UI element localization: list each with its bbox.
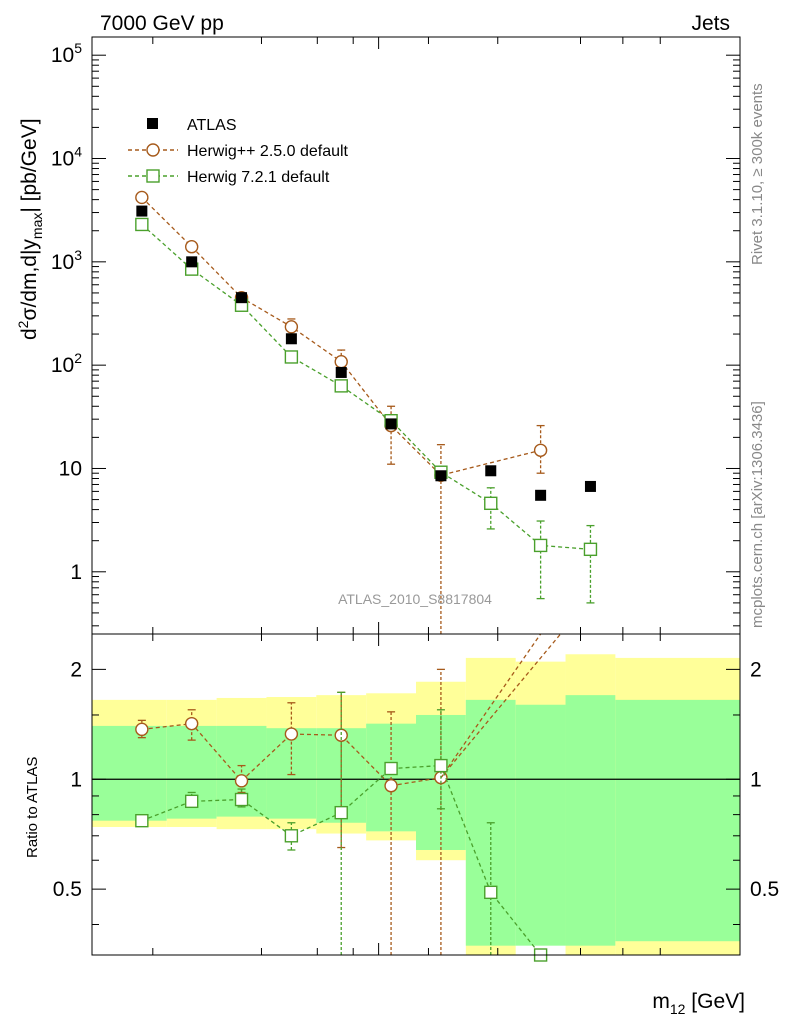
- atlas-main-point: [136, 205, 148, 217]
- ylabel-mid: σ/dm,d|y: [18, 239, 41, 321]
- herwigpp-main-point: [284, 320, 299, 334]
- band-inner: [615, 699, 740, 942]
- band-inner: [565, 695, 616, 946]
- atlas-main-point: [285, 333, 297, 345]
- y-tick-label-ratio-right: 1: [750, 768, 762, 791]
- y-tick-label-main: 1: [70, 561, 82, 584]
- y-tick-label-ratio-right: 2: [750, 658, 762, 681]
- y-tick-label-ratio: 1: [70, 768, 82, 791]
- legend-label-atlas: ATLAS: [187, 117, 237, 134]
- ylabel-sub: max: [29, 213, 45, 239]
- watermark: ATLAS_2010_S8817804: [338, 591, 492, 607]
- herwig7-ratio-point: [334, 805, 348, 820]
- ylabel-sup: 2: [15, 320, 31, 328]
- herwig7-main-point: [484, 496, 498, 511]
- y-tick-label-main: 102: [51, 350, 82, 377]
- x-axis-label: m12 [GeV]: [652, 990, 745, 1017]
- herwigpp-ratio-point: [384, 779, 398, 793]
- herwig7-ratio-point: [135, 813, 149, 828]
- legend-marker-herwig7: [146, 169, 160, 183]
- herwig7-ratio-point: [184, 794, 199, 809]
- herwig7-ratio-point: [284, 829, 299, 843]
- herwigpp-ratio-point: [135, 722, 149, 737]
- atlas-main-point: [335, 366, 347, 378]
- legend-marker-herwigpp: [146, 143, 160, 157]
- herwig7-main-point: [583, 542, 598, 557]
- y-axis-label-main: d2σ/dm,d|ymax| [pb/GeV]: [15, 118, 45, 340]
- band-inner: [92, 725, 167, 821]
- herwig7-ratio-point: [384, 761, 398, 776]
- y-tick-label-main: 10: [59, 457, 82, 480]
- legend-label-herwig7: Herwig 7.2.1 default: [187, 169, 330, 186]
- herwigpp-ratio-point: [234, 774, 249, 788]
- herwig7-main-point: [135, 217, 149, 232]
- atlas-main-point: [535, 489, 547, 501]
- herwigpp-main-line: [141, 196, 541, 476]
- main-series: [135, 190, 598, 634]
- herwig7-main-line: [141, 223, 591, 550]
- ratio-frame: [91, 633, 741, 956]
- y-tick-label-ratio: 0.5: [53, 878, 82, 901]
- herwigpp-main-point: [533, 443, 548, 457]
- ylabel-base: d: [18, 328, 41, 340]
- atlas-main-point: [435, 470, 447, 482]
- rivet-note: Rivet 3.1.10, ≥ 300k events: [749, 83, 766, 265]
- y-tick-label-main: 103: [51, 247, 82, 274]
- herwig7-main-point: [284, 350, 299, 364]
- ylabel-end: | [pb/GeV]: [18, 118, 41, 212]
- herwigpp-main-point: [135, 190, 149, 205]
- herwigpp-ratio-point: [184, 716, 199, 731]
- herwig7-main-point: [533, 538, 548, 553]
- y-tick-label-ratio-right: 0.5: [750, 878, 779, 901]
- legend-label-herwigpp: Herwig++ 2.5.0 default: [187, 143, 349, 160]
- legend: ATLAS Herwig++ 2.5.0 default Herwig 7.2.…: [128, 117, 349, 186]
- xlabel-sub: 12: [670, 1001, 686, 1017]
- atlas-main-point: [485, 465, 497, 477]
- herwigpp-ratio-line: [141, 633, 542, 787]
- herwigpp-main-point: [334, 355, 348, 369]
- legend-marker-atlas: [147, 118, 158, 129]
- atlas-main-point: [584, 480, 596, 492]
- mcplots-note: mcplots.cern.ch [arXiv:1306.3436]: [749, 401, 766, 628]
- y-axis-label-ratio: Ratio to ATLAS: [24, 757, 41, 858]
- herwigpp-ratio-extension: [440, 633, 562, 779]
- herwig7-ratio-point: [234, 792, 249, 807]
- herwig7-ratio-point: [434, 758, 448, 773]
- xlabel-base: m: [652, 990, 670, 1013]
- atlas-main-point: [385, 418, 397, 430]
- xlabel-end: [GeV]: [685, 990, 745, 1013]
- atlas-main-point: [186, 256, 198, 268]
- atlas-main-point: [236, 292, 248, 304]
- y-tick-label-ratio: 2: [70, 658, 82, 681]
- axes-ticks: 1 10 102 103 104 105 0.5 0.5 1 1 2 2: [51, 37, 779, 955]
- band-inner: [515, 704, 566, 946]
- herwig7-main-point: [334, 379, 348, 393]
- header-right: Jets: [691, 12, 730, 35]
- herwigpp-ratio-point: [284, 727, 299, 741]
- header-left: 7000 GeV pp: [100, 12, 224, 35]
- y-tick-label-main: 105: [51, 40, 82, 67]
- y-tick-label-main: 104: [51, 144, 82, 171]
- herwigpp-main-point: [184, 240, 199, 254]
- herwig7-ratio-point: [484, 885, 498, 900]
